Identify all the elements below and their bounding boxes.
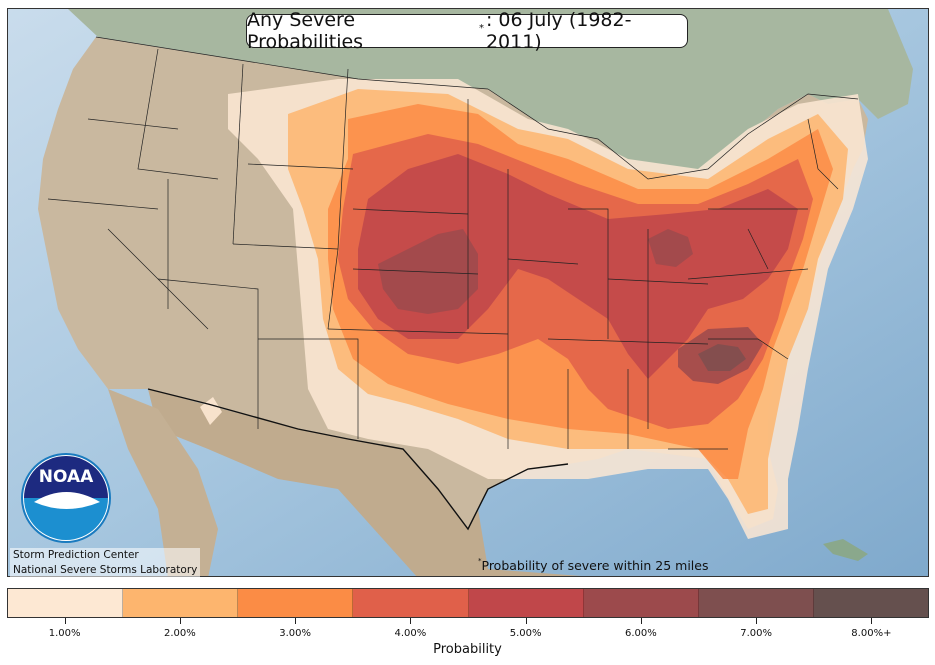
map-panel (7, 8, 929, 577)
colorbar-tick-label: 4.00% (394, 628, 427, 639)
colorbar-tick (295, 618, 297, 624)
credit-nssl: National Severe Storms Laboratory (13, 564, 198, 576)
colorbar-tick (640, 618, 642, 624)
colorbar-tick-label: 7.00% (740, 628, 773, 639)
colorbar-tick-label: 2.00% (163, 628, 196, 639)
contour-7pct-southeast (698, 344, 746, 371)
colorbar-tick-label: 1.00% (48, 628, 81, 639)
noaa-logo-text: NOAA (39, 467, 94, 487)
contour-6pct-plains (378, 229, 478, 314)
national-border (147, 388, 569, 531)
colorbar (7, 588, 929, 618)
title-suffix: : 06 July (1982-2011) (485, 9, 632, 53)
colorbar-swatch (123, 589, 239, 617)
colorbar-tick-label: 5.00% (509, 628, 542, 639)
colorbar-tick-label: 3.00% (279, 628, 312, 639)
cuba-land (823, 539, 868, 561)
canada-land (68, 9, 913, 179)
contour-6pct-ohio (648, 229, 693, 267)
probability-map (8, 9, 928, 576)
colorbar-swatch (353, 589, 469, 617)
footnote: *Probability of severe within 25 miles (478, 556, 709, 573)
colorbar-swatch (698, 589, 814, 617)
colorbar-tick-label: 8.00%+ (851, 628, 892, 639)
footnote-marker: * (478, 556, 482, 565)
credit-spc: Storm Prediction Center (13, 549, 139, 561)
colorbar-ticks: 1.00% 2.00% 3.00% 4.00% 5.00% 6.00% 7.00% 8.00%… (7, 618, 929, 640)
credits: Storm Prediction Center National Severe … (10, 548, 201, 578)
title-main: Any Severe Probabilities (247, 9, 364, 53)
colorbar-tick (525, 618, 527, 624)
colorbar-swatch (583, 589, 699, 617)
colorbar-swatch (238, 589, 354, 617)
baja-land (108, 389, 218, 576)
map-title: Any Severe Probabilities * : 06 July (19… (246, 9, 688, 53)
colorbar-tick (64, 618, 66, 624)
title-marker: * (478, 22, 484, 34)
colorbar-swatch (813, 589, 928, 617)
colorbar-tick (871, 618, 873, 624)
colorbar-title: Probability (433, 642, 502, 657)
colorbar-swatch (8, 589, 124, 617)
colorbar-swatch (468, 589, 584, 617)
colorbar-tick (179, 618, 181, 624)
noaa-logo-icon: NOAA (20, 452, 112, 544)
colorbar-tick-label: 6.00% (624, 628, 657, 639)
footnote-text: Probability of severe within 25 miles (481, 558, 709, 573)
mexico-land (148, 389, 582, 576)
colorbar-tick (410, 618, 412, 624)
state-boundaries (47, 36, 859, 450)
colorbar-tick (756, 618, 758, 624)
